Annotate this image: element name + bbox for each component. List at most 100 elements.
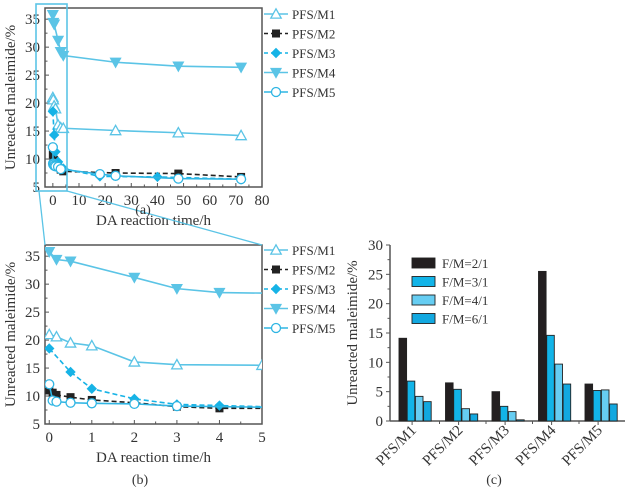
legend-marker [269,7,283,19]
y-tick-label: 15 [25,124,40,140]
legend-marker [270,322,282,334]
data-point-pfs-m3 [45,343,55,354]
x-tick-label: 60 [202,193,217,209]
data-point-pfs-m5 [55,163,66,175]
data-point-pfs-m5 [129,398,140,410]
series-pfs-m2 [45,386,262,413]
series-line-pfs-m4 [48,251,262,294]
legend-swatch [411,257,436,269]
legend-item-pfs-m2: PFS/M2 [264,263,335,278]
y-tick-label: 35 [25,249,40,265]
bar-f-m-6-1 [469,413,479,422]
legend-marker [269,303,283,315]
legend-item-pfs-m1: PFS/M1 [264,7,335,22]
legend-item-pfs-m2: PFS/M2 [264,27,335,42]
data-point-pfs-m5 [110,170,121,181]
y-tick-label: 35 [25,12,40,28]
legend-label: PFS/M3 [292,46,335,61]
legend-marker [272,29,280,38]
series-pfs-m1 [46,90,248,141]
data-point-pfs-m5 [47,142,58,153]
data-point-pfs-m4 [170,283,183,295]
data-point-pfs-m2 [52,390,61,399]
bar-f-m-4-1 [600,389,610,422]
legend-label: F/M=6/1 [442,312,488,327]
bar-f-m-4-1 [507,411,517,422]
bar-f-m-3-1 [406,380,416,422]
legend-item-f-m-4-1: F/M=4/1 [411,293,488,308]
data-point-pfs-m5 [173,173,184,184]
legend-label: PFS/M4 [292,66,336,81]
series-line-pfs-m1 [52,97,242,137]
zoom-annotation [35,3,263,246]
y-tick-label: 25 [25,305,40,321]
data-point-pfs-m1 [56,121,70,134]
bar-f-m-3-1 [453,388,462,422]
series-pfs-m3 [45,343,262,411]
data-point-pfs-m3 [47,106,59,117]
x-tick-label: 2 [131,430,139,446]
series-line-pfs-m1 [49,333,262,367]
data-point-pfs-m5 [51,396,62,407]
bar-f-m-6-1 [562,383,572,422]
x-axis-title: DA reaction time/h [96,213,211,229]
legend-marker [272,265,280,274]
x-axis-title: DA reaction time/h [96,450,211,466]
bar-f-m-4-1 [554,363,563,422]
y-tick-label: 10 [25,152,40,168]
y-tick-label: 15 [368,326,383,342]
y-tick-label: 10 [25,389,40,405]
legend-label: PFS/M4 [292,302,336,317]
bar-f-m-4-1 [414,395,424,422]
bar-f-m-2-1 [584,383,594,422]
data-point-pfs-m4 [48,19,61,31]
bar-group-pfs-m3 [491,391,525,422]
x-tick-label: 70 [228,193,243,209]
legend-label: F/M=3/1 [442,275,488,290]
data-point-pfs-m5 [45,379,55,390]
y-axis-title: Unreacted maleimide/% [3,25,19,170]
x-tick-label: PFS/M4 [513,422,560,469]
legend-label: PFS/M1 [292,7,335,22]
x-tick-label: 10 [71,193,86,209]
data-point-pfs-m4 [172,61,185,73]
legend-item-pfs-m3: PFS/M3 [264,282,335,297]
x-tick-label: PFS/M3 [466,423,513,470]
y-tick-label: 20 [25,96,40,112]
data-point-pfs-m4 [64,256,77,268]
legend-label: PFS/M2 [292,263,335,278]
x-tick-label: 0 [49,193,57,209]
y-axis-title: Unreacted maleimide/% [3,262,19,407]
plot-area [45,247,262,413]
legend-item-pfs-m4: PFS/M4 [264,66,336,81]
y-tick-label: 30 [368,238,383,254]
legend-marker [269,243,283,255]
data-point-pfs-m4 [213,287,226,299]
legend-label: F/M=4/1 [442,293,488,308]
x-tick-label: 1 [88,430,96,446]
data-point-pfs-m1 [234,128,248,141]
legend-swatch [411,276,436,287]
legend-item-pfs-m3: PFS/M3 [264,46,335,61]
x-tick-label: 5 [258,430,266,446]
legend-item-f-m-6-1: F/M=6/1 [411,312,488,327]
bar-f-m-3-1 [499,405,509,422]
legend-label: PFS/M2 [292,27,335,42]
y-tick-label: 15 [25,361,40,377]
data-point-pfs-m2 [66,393,75,402]
x-tick-label: 50 [176,193,191,209]
legend: F/M=2/1 F/M=3/1 F/M=4/1 F/M=6/1 [411,256,488,327]
series-pfs-m4 [46,10,248,74]
data-point-pfs-m4 [45,247,56,258]
bar-f-m-2-1 [398,337,408,422]
y-tick-label: 30 [25,277,40,293]
data-point-pfs-m1 [45,327,56,340]
x-tick-label: 40 [150,193,165,209]
legend-marker [269,67,283,79]
data-point-pfs-m3 [48,129,60,141]
y-tick-label: 20 [25,333,40,349]
legend: PFS/M1 PFS/M2 PFS/M3 PFS/M4 PFS/M5 [264,243,336,336]
legend-label: PFS/M3 [292,282,335,297]
legend: PFS/M1 PFS/M2 PFS/M3 PFS/M4 PFS/M5 [264,7,336,100]
